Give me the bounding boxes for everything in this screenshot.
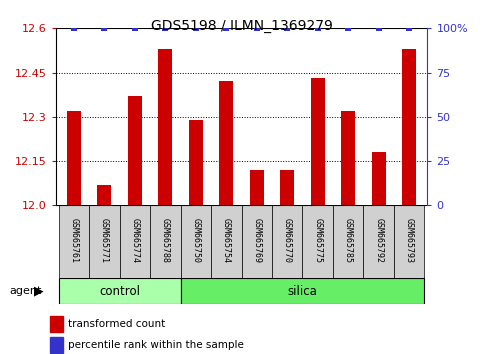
Bar bbox=[341, 111, 355, 205]
Bar bbox=[189, 120, 203, 205]
Point bbox=[314, 25, 322, 31]
Point bbox=[405, 25, 413, 31]
Point bbox=[161, 25, 169, 31]
Text: agent: agent bbox=[10, 286, 42, 296]
Bar bbox=[128, 96, 142, 205]
Bar bbox=[302, 205, 333, 278]
Text: GDS5198 / ILMN_1369279: GDS5198 / ILMN_1369279 bbox=[151, 19, 332, 34]
Point bbox=[100, 25, 108, 31]
Point bbox=[70, 25, 78, 31]
Point bbox=[344, 25, 352, 31]
Point bbox=[222, 25, 230, 31]
Text: GSM665792: GSM665792 bbox=[374, 218, 383, 263]
Bar bbox=[280, 170, 294, 205]
Point bbox=[131, 25, 139, 31]
Text: GSM665769: GSM665769 bbox=[252, 218, 261, 263]
Bar bbox=[50, 316, 63, 332]
Bar bbox=[242, 205, 272, 278]
Bar bbox=[181, 205, 211, 278]
Bar bbox=[311, 79, 325, 205]
Text: GSM665774: GSM665774 bbox=[130, 218, 139, 263]
Bar bbox=[89, 205, 120, 278]
Bar bbox=[372, 152, 385, 205]
Text: GSM665788: GSM665788 bbox=[161, 218, 170, 263]
Bar bbox=[120, 205, 150, 278]
Bar bbox=[150, 205, 181, 278]
Text: GSM665775: GSM665775 bbox=[313, 218, 322, 263]
Bar bbox=[363, 205, 394, 278]
Text: ▶: ▶ bbox=[34, 285, 43, 298]
Text: GSM665761: GSM665761 bbox=[70, 218, 78, 263]
Text: GSM665793: GSM665793 bbox=[405, 218, 413, 263]
Bar bbox=[219, 81, 233, 205]
Bar bbox=[181, 278, 425, 304]
Bar bbox=[211, 205, 242, 278]
Text: control: control bbox=[99, 285, 140, 298]
Text: GSM665770: GSM665770 bbox=[283, 218, 292, 263]
Bar bbox=[394, 205, 425, 278]
Bar bbox=[333, 205, 363, 278]
Point bbox=[284, 25, 291, 31]
Bar bbox=[158, 49, 172, 205]
Bar bbox=[272, 205, 302, 278]
Text: silica: silica bbox=[287, 285, 317, 298]
Point bbox=[375, 25, 383, 31]
Bar bbox=[250, 170, 264, 205]
Text: GSM665785: GSM665785 bbox=[344, 218, 353, 263]
Text: GSM665771: GSM665771 bbox=[100, 218, 109, 263]
Text: transformed count: transformed count bbox=[68, 319, 166, 330]
Text: GSM665754: GSM665754 bbox=[222, 218, 231, 263]
Bar bbox=[98, 185, 111, 205]
Text: percentile rank within the sample: percentile rank within the sample bbox=[68, 340, 244, 350]
Point bbox=[192, 25, 199, 31]
Text: GSM665750: GSM665750 bbox=[191, 218, 200, 263]
Bar bbox=[50, 337, 63, 353]
Bar bbox=[402, 49, 416, 205]
Bar bbox=[58, 205, 89, 278]
Bar bbox=[58, 278, 181, 304]
Point bbox=[253, 25, 261, 31]
Bar bbox=[67, 111, 81, 205]
